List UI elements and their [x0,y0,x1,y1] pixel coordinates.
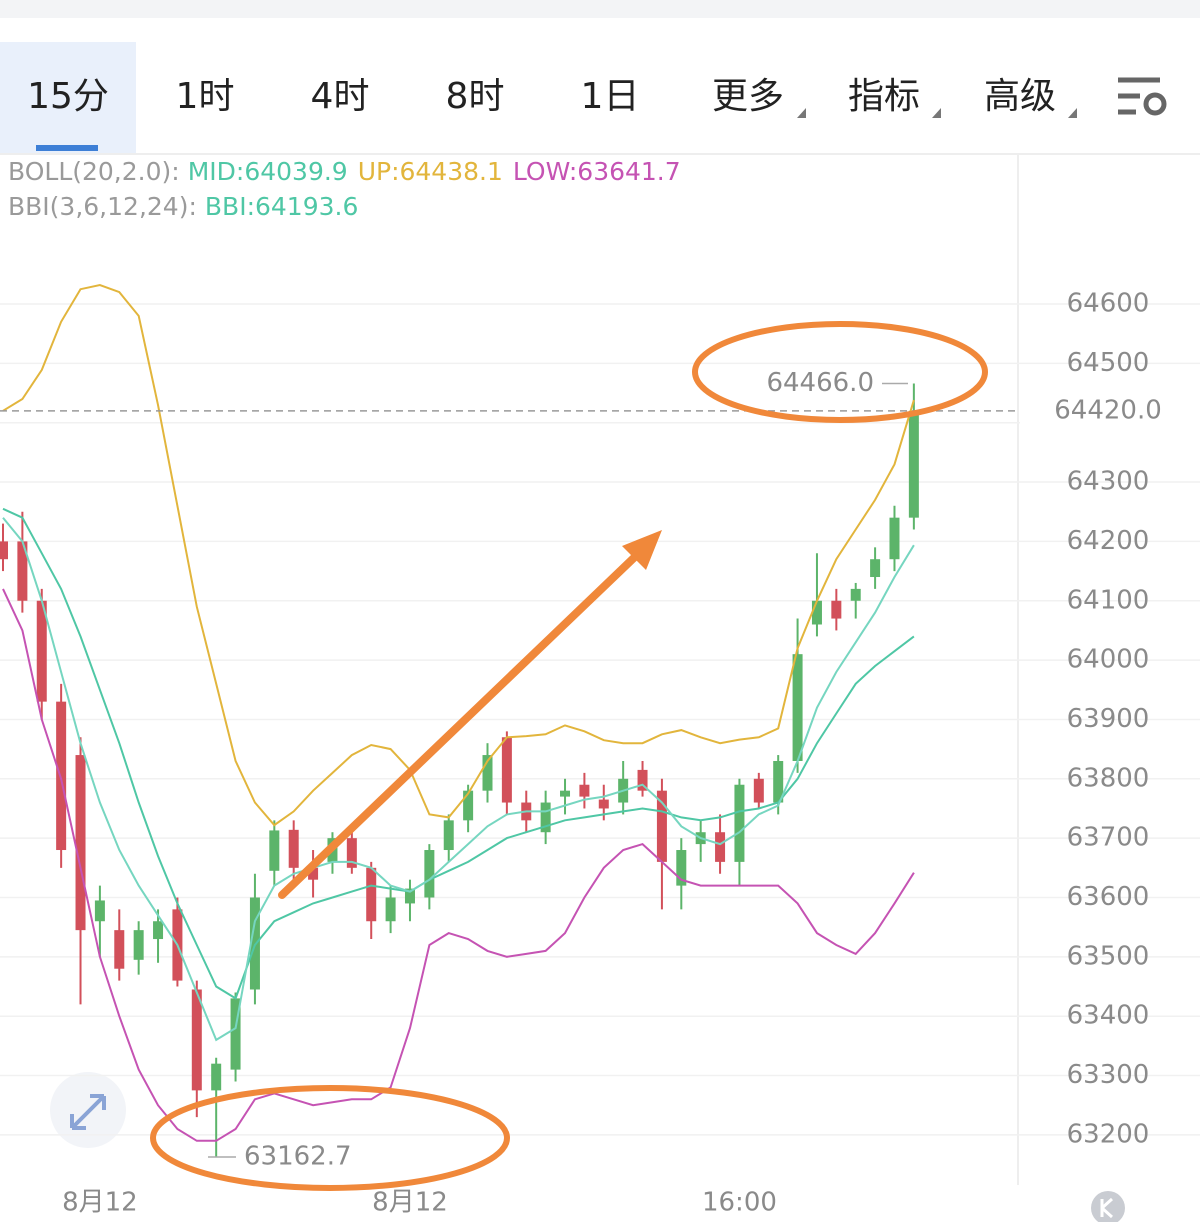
indicator-name: BOLL(20,2.0): [8,157,180,186]
candle-body [36,600,47,702]
y-tick-label: 64000 [1067,645,1150,675]
candle-body [753,778,764,803]
tab[interactable]: 8时 [446,76,505,117]
current-price-box [1020,390,1200,431]
candle-body [811,600,822,625]
expand-button[interactable] [50,1072,126,1148]
tab[interactable]: 指标 [848,76,920,117]
indicator-line [2,517,915,1042]
candle-body [637,769,648,791]
candle-body [17,541,28,601]
candle-body [75,755,86,931]
y-tick-label: 64600 [1067,289,1150,319]
y-tick-label: 63800 [1067,763,1150,793]
candle-body [346,838,357,868]
candle-body [443,820,454,851]
candle-body [831,600,842,619]
candle-body [715,832,726,862]
y-tick-label: 63300 [1067,1060,1150,1090]
y-tick-label: 64500 [1067,348,1150,378]
highlight-ellipse [150,1085,510,1191]
highlight-ellipse [692,321,988,423]
candle-body [153,921,164,940]
indicator-value: LOW:63641.7 [513,157,681,186]
candle-body [211,1063,222,1091]
indicator-value: UP:64438.1 [358,157,503,186]
tab[interactable]: 4时 [311,76,370,117]
candle-body [579,784,590,797]
dropdown-marks [797,108,1077,118]
active-tab-bg [0,42,136,154]
y-tick-label: 63500 [1067,941,1150,971]
tab[interactable]: 15分 [27,76,109,117]
candle-body [288,829,299,868]
annotation-overlay [150,321,988,1191]
top-strip [0,0,1200,18]
y-tick-label: 64200 [1067,526,1150,556]
x-tick-label: 8月12 [62,1188,138,1218]
y-tick-label: 63600 [1067,882,1150,912]
candle-body [114,930,125,969]
indicator-line [2,283,915,827]
candle-body [463,790,474,821]
y-tick-label: 63200 [1067,1119,1150,1149]
candle-body [676,850,687,886]
active-tab-underline [36,145,98,151]
y-tick-label: 64300 [1067,467,1150,497]
candle-body [269,830,280,871]
candle-body [656,790,667,862]
y-tick-label: 63400 [1067,1001,1150,1031]
candle-body [908,410,919,518]
y-tick-label: 64100 [1067,585,1150,615]
candle-body [385,897,396,922]
candle-body [308,867,319,880]
x-tick-label: 16:00 [702,1188,777,1218]
plot-area: 63200 63300 63400 63500 63600 63700 63800 63900… [0,283,1200,1218]
tab[interactable]: 1时 [176,76,235,117]
candle-body [482,755,493,791]
x-tick-label: 8月12 [372,1188,448,1218]
tab[interactable]: 更多 [712,76,784,117]
k-button[interactable] [1091,1191,1125,1222]
tab[interactable]: 1日 [581,76,640,117]
candle-body [734,784,745,862]
indicator-name: BBI(3,6,12,24): [8,192,197,221]
candle-body [773,760,784,803]
indicator-value: BBI:64193.6 [205,192,358,221]
candle-body [0,541,8,560]
y-tick-label: 63900 [1067,704,1150,734]
candle-body [889,517,900,560]
candle-body [850,588,861,601]
trend-arrow [278,548,644,899]
candle-body [540,802,551,833]
candle-body [792,654,803,761]
candle-body [191,989,202,1091]
extreme-label: 63162.7 [244,1142,352,1172]
y-tick-label: 63700 [1067,823,1150,853]
trend-arrowhead [622,530,662,570]
current-price-label: 64420.0 [1054,395,1162,425]
candle-body [598,799,609,809]
candle-body [366,867,377,922]
candle-body [230,998,241,1070]
settings-icon[interactable] [1118,77,1167,116]
candle-body [870,559,881,578]
candle-body [404,888,415,904]
indicator-value: MID:64039.9 [188,157,348,186]
candle-body [94,900,105,922]
indicator-line [2,507,915,1000]
extreme-label: 64466.0 [766,368,874,398]
candle-body [133,930,144,960]
candle-body [424,850,435,898]
candle-body [560,790,571,797]
indicator-line [2,588,915,1142]
tab[interactable]: 高级 [984,76,1056,117]
candle-body [501,737,512,803]
